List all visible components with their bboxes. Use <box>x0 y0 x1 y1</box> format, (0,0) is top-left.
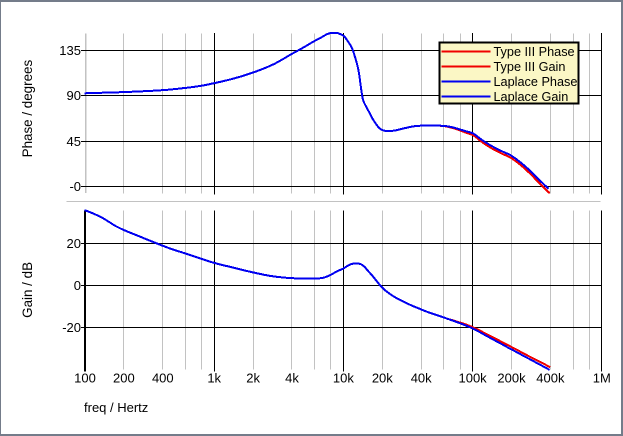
svg-text:-20: -20 <box>62 320 81 335</box>
svg-text:2k: 2k <box>246 371 260 386</box>
svg-text:45: 45 <box>67 134 81 149</box>
svg-text:100: 100 <box>74 371 96 386</box>
svg-text:4k: 4k <box>285 371 299 386</box>
svg-text:freq / Hertz: freq / Hertz <box>84 400 148 415</box>
svg-text:1k: 1k <box>207 371 221 386</box>
svg-text:Gain / dB: Gain / dB <box>20 262 35 318</box>
svg-text:Phase / degrees: Phase / degrees <box>20 60 35 158</box>
svg-text:400: 400 <box>152 371 174 386</box>
svg-text:Type III Phase: Type III Phase <box>494 45 575 59</box>
svg-text:20: 20 <box>67 236 81 251</box>
svg-text:Laplace Phase: Laplace Phase <box>494 75 578 89</box>
svg-text:20k: 20k <box>372 371 393 386</box>
svg-text:200: 200 <box>113 371 135 386</box>
svg-text:1M: 1M <box>593 371 611 386</box>
svg-text:-0: -0 <box>69 179 81 194</box>
svg-text:400k: 400k <box>536 371 565 386</box>
svg-text:Type III Gain: Type III Gain <box>494 60 566 74</box>
svg-text:135: 135 <box>59 43 81 58</box>
svg-text:40k: 40k <box>411 371 432 386</box>
svg-text:Laplace Gain: Laplace Gain <box>494 90 569 104</box>
svg-text:90: 90 <box>67 88 81 103</box>
svg-text:0: 0 <box>74 278 81 293</box>
svg-text:100k: 100k <box>458 371 487 386</box>
svg-text:10k: 10k <box>333 371 354 386</box>
svg-text:200k: 200k <box>497 371 526 386</box>
